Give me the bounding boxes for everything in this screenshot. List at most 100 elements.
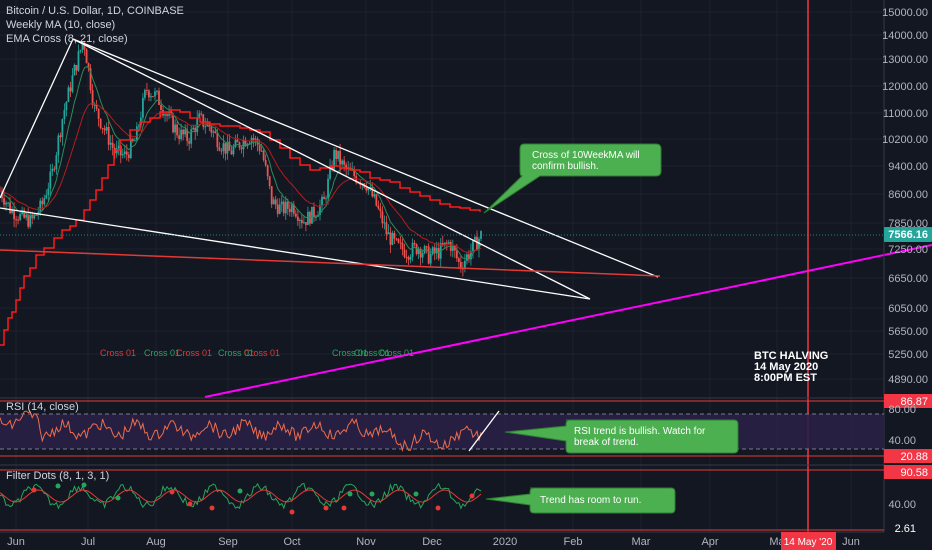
candle-body [125, 151, 128, 155]
candle-body [421, 253, 424, 258]
candle-body [188, 141, 191, 144]
time-tick: Sep [218, 536, 238, 548]
price-tick: 11000.00 [883, 108, 928, 120]
candle-body [222, 143, 225, 152]
candle-body [129, 139, 132, 158]
candle-body [447, 242, 450, 244]
price-axis[interactable]: 15000.00 14000.00 13000.00 12000.00 11000.00… [882, 0, 932, 532]
time-tick: 2020 [493, 536, 517, 548]
cross-label: Cross 01 [218, 348, 254, 358]
note-filter[interactable]: Trend has room to run. [485, 487, 676, 514]
candle-body [168, 112, 170, 116]
candle-body [290, 204, 293, 212]
note-rsi-line1: RSI trend is bullish. Watch for [574, 426, 706, 437]
candle-body [272, 199, 275, 205]
legend-ema-cross[interactable]: EMA Cross (8, 21, close) [6, 33, 128, 45]
candle-body [87, 63, 90, 69]
candle-body [403, 249, 406, 257]
candle-body [109, 142, 112, 145]
candle-body [45, 195, 48, 199]
rsi-upper-label: 86.87 [900, 396, 928, 408]
rsi-title[interactable]: RSI (14, close) [6, 401, 79, 413]
weekly-ma-line [0, 109, 481, 346]
legend-symbol[interactable]: Bitcoin / U.S. Dollar, 1D, COINBASE [6, 5, 184, 17]
candle-body [224, 143, 227, 154]
candle-body [150, 96, 152, 98]
price-tick: 14000.00 [882, 30, 928, 42]
candle-body [216, 132, 219, 148]
time-axis[interactable]: Jun Jul Aug Sep Oct Nov Dec 2020 Feb Mar Apr Ma Jun … [0, 531, 884, 550]
candle-body [407, 257, 410, 260]
filter-dots-pane[interactable]: Filter Dots (8, 1, 3, 1) 90.58 40.00 2.6… [0, 464, 932, 535]
halving-time: 8:00PM EST [754, 372, 817, 384]
candle-body [278, 204, 281, 214]
candle-body [212, 131, 215, 133]
time-tick: Jul [81, 536, 95, 548]
candle-body [395, 238, 398, 240]
candle-body [333, 149, 335, 170]
candle-body [180, 129, 183, 140]
candle-body [166, 114, 168, 116]
candle-body [49, 171, 52, 189]
candle-body [393, 232, 396, 239]
candle-body [236, 139, 239, 143]
candle-body [391, 232, 394, 245]
candle-body [23, 210, 26, 218]
candle-body [427, 246, 430, 264]
candle-body [133, 140, 136, 142]
candle-body [339, 150, 342, 165]
time-tick: Oct [283, 536, 300, 548]
price-tick: 13000.00 [882, 54, 928, 66]
candle-body [413, 242, 416, 245]
candle-body [280, 201, 283, 205]
note-rsi[interactable]: RSI trend is bullish. Watch for break of… [504, 419, 739, 454]
filter-title[interactable]: Filter Dots (8, 1, 3, 1) [6, 470, 109, 482]
candle-body [367, 187, 370, 191]
legend[interactable]: Bitcoin / U.S. Dollar, 1D, COINBASE Week… [6, 5, 184, 45]
candle-body [401, 242, 404, 250]
cross-label: Cross 01 [100, 348, 136, 358]
candle-body [355, 176, 358, 183]
price-tick: 10200.00 [882, 134, 928, 146]
candle-body [79, 50, 82, 52]
candle-body [144, 90, 146, 98]
filter-dot [347, 491, 353, 497]
rsi-lower-label: 20.88 [900, 451, 928, 463]
candle-body [353, 169, 356, 177]
support-line [0, 249, 661, 277]
candle-body [319, 205, 321, 216]
candle-body [476, 236, 478, 250]
candle-body [123, 151, 126, 155]
candle-body [65, 101, 68, 110]
candle-body [214, 131, 217, 133]
candle-body [373, 194, 376, 197]
candle-body [85, 49, 88, 64]
candle-body [256, 138, 259, 145]
candle-body [425, 246, 428, 248]
time-tick: Jun [7, 536, 25, 548]
candle-body [234, 139, 237, 148]
candle-body [15, 219, 18, 221]
price-tick: 6650.00 [888, 273, 928, 285]
candle-body [300, 219, 303, 224]
candle-body [327, 178, 329, 199]
candle-body [117, 145, 120, 149]
candle-body [389, 232, 392, 245]
overlays [0, 0, 932, 532]
candle-body [176, 124, 179, 136]
candle-body [198, 113, 201, 118]
candle-body [83, 43, 86, 50]
candle-body [158, 90, 160, 105]
candle-body [103, 128, 106, 131]
time-tick: Feb [564, 536, 583, 548]
note-ma-cross[interactable]: Cross of 10WeekMA will confirm bullish. [483, 143, 662, 214]
candle-body [190, 129, 193, 144]
candle-body [419, 248, 422, 258]
candle-body [411, 242, 414, 257]
candle-body [478, 238, 480, 250]
candle-body [369, 187, 372, 189]
legend-weekly-ma[interactable]: Weekly MA (10, close) [6, 19, 115, 31]
candle-body [160, 104, 162, 111]
